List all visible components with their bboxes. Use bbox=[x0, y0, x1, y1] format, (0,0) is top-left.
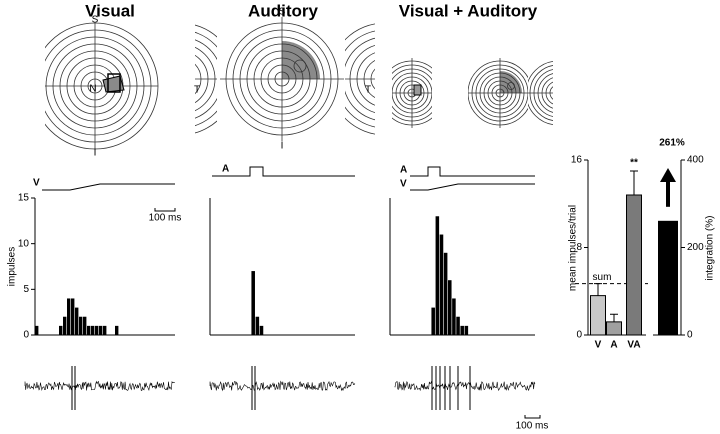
stimulus-trace bbox=[410, 166, 535, 177]
rf-map bbox=[166, 24, 217, 134]
x-tick-label: A bbox=[610, 340, 617, 351]
rf-map bbox=[468, 58, 528, 128]
y-tick-label: 0 bbox=[576, 330, 582, 341]
x-tick-label: V bbox=[595, 340, 602, 351]
histogram-bar bbox=[79, 316, 83, 335]
histogram-bar bbox=[59, 325, 63, 335]
y-tick-label: 200 bbox=[687, 242, 704, 253]
histogram-bar bbox=[67, 298, 71, 335]
histogram-bar bbox=[99, 325, 103, 335]
histogram-bar bbox=[251, 271, 255, 335]
stimulus-label: V bbox=[33, 178, 40, 189]
y-tick-label: 16 bbox=[571, 155, 583, 166]
y-tick-label: 10 bbox=[18, 238, 30, 249]
stimulus-label: V bbox=[400, 179, 407, 190]
histogram-bar bbox=[435, 216, 440, 335]
rf-map bbox=[392, 58, 432, 128]
y-tick-label: 8 bbox=[576, 242, 582, 253]
histogram-bar bbox=[83, 316, 87, 335]
panel-title: Visual + Auditory bbox=[399, 1, 538, 20]
histogram-bar bbox=[87, 325, 91, 335]
visual-stimulus bbox=[413, 84, 422, 96]
histogram-bar bbox=[460, 325, 464, 335]
histogram-bar bbox=[452, 298, 456, 335]
rf-ring bbox=[173, 72, 187, 86]
y-tick-label: 0 bbox=[687, 330, 693, 341]
bar bbox=[658, 220, 678, 335]
rf-shade bbox=[102, 75, 125, 93]
stimulus-label: A bbox=[222, 164, 229, 175]
rf-label: I bbox=[281, 141, 284, 152]
spike-traces: 100 ms bbox=[24, 366, 549, 432]
visual-stimulus bbox=[107, 73, 121, 93]
y-tick-label: 400 bbox=[687, 155, 704, 166]
histogram-bar bbox=[35, 325, 39, 335]
histogram-bar bbox=[443, 252, 448, 335]
error-bar bbox=[594, 283, 602, 296]
panel-title: Visual bbox=[85, 1, 135, 20]
rf-label: N bbox=[89, 84, 96, 95]
y-axis-label: impulses bbox=[7, 247, 18, 286]
value-label: 261% bbox=[659, 138, 685, 149]
y-axis-label: mean impulses/trial bbox=[568, 205, 579, 291]
bar bbox=[606, 321, 622, 336]
histogram-bar bbox=[103, 325, 107, 335]
rf-label: S bbox=[92, 15, 99, 26]
histogram-bar bbox=[464, 325, 469, 335]
y-axis-label: integration (%) bbox=[705, 215, 716, 280]
rf-label: I bbox=[94, 148, 97, 159]
arrow-head bbox=[660, 168, 676, 182]
histogram-bar bbox=[439, 234, 444, 335]
rf-map bbox=[345, 23, 392, 135]
rf-ring bbox=[166, 65, 194, 93]
rf-map bbox=[528, 60, 562, 126]
rf-ring bbox=[378, 72, 392, 86]
spike-noise bbox=[24, 380, 175, 392]
histogram-bar bbox=[115, 325, 119, 335]
scale-bar-label: 100 ms bbox=[516, 421, 549, 432]
rf-label: T bbox=[194, 85, 200, 96]
scale-bar-label: 100 ms bbox=[149, 213, 182, 224]
y-tick-label: 5 bbox=[23, 284, 29, 295]
bar bbox=[626, 194, 642, 336]
histogram-bar bbox=[259, 325, 264, 335]
histogram-bar bbox=[95, 325, 99, 335]
spike-noise bbox=[209, 380, 356, 392]
y-tick-label: 0 bbox=[23, 330, 29, 341]
histogram-bar bbox=[75, 307, 79, 335]
stimulus-trace bbox=[410, 183, 535, 191]
rf-ring bbox=[554, 89, 562, 97]
rf-label: T bbox=[365, 85, 371, 96]
significance: ** bbox=[630, 158, 638, 169]
sound-source bbox=[293, 59, 307, 73]
histogram-bar bbox=[448, 280, 452, 335]
rf-ring bbox=[370, 68, 375, 90]
y-tick-label: 15 bbox=[18, 193, 30, 204]
histogram-bar bbox=[456, 316, 460, 335]
spike-noise bbox=[394, 380, 536, 392]
error-bar bbox=[610, 313, 618, 322]
histogram-bar bbox=[431, 307, 435, 335]
error-bar bbox=[630, 170, 638, 195]
rf-map bbox=[220, 17, 344, 141]
sum-label: sum bbox=[593, 272, 612, 283]
stimulus-trace bbox=[42, 183, 175, 191]
histogram-bar bbox=[91, 325, 95, 335]
sound-source bbox=[507, 82, 515, 90]
histogram-bar bbox=[71, 298, 75, 335]
receptive-field-maps bbox=[45, 17, 562, 150]
panel-title: Auditory bbox=[248, 1, 318, 20]
x-tick-label: VA bbox=[627, 340, 640, 351]
bar bbox=[590, 295, 606, 336]
scale-bar bbox=[154, 208, 176, 212]
stimulus-trace bbox=[212, 166, 355, 177]
stimulus-label: A bbox=[400, 165, 407, 176]
histogram-bar bbox=[255, 316, 260, 335]
histogram-bar bbox=[63, 316, 67, 335]
scale-bar bbox=[524, 415, 541, 419]
rf-label: S bbox=[279, 7, 286, 18]
